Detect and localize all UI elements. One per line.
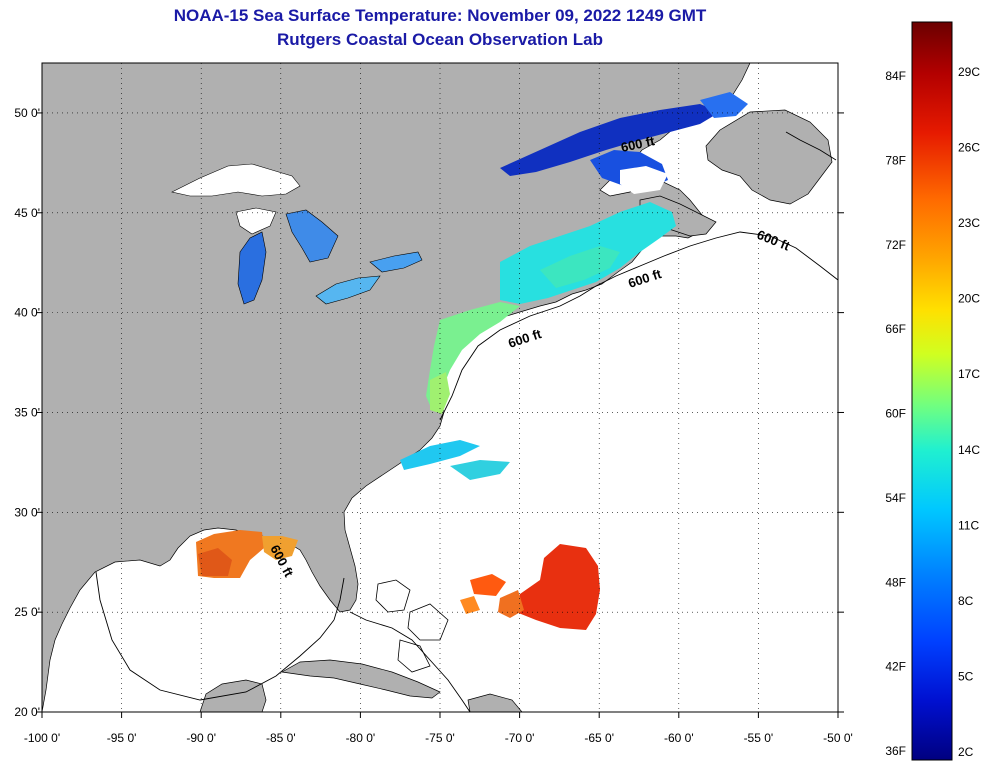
lat-tick-label: 50 0' [14,106,40,120]
lon-tick-label: -75 0' [425,731,455,745]
lon-tick-label: -95 0' [107,731,137,745]
land-cuba [280,659,441,699]
colorbar-c-label: 2C [958,745,974,759]
lat-tick-label: 40 0' [14,306,40,320]
colorbar-c-label: 29C [958,65,980,79]
sst-gulf-st-lawrence [500,92,748,194]
contour-label-4: 600 ft [620,133,657,155]
colorbar-f-label: 36F [885,744,906,758]
longitude-axis: -100 0' -95 0' -90 0' -85 0' -80 0' -75 0' -70… [24,712,853,745]
colorbar-f-label: 78F [885,153,906,167]
great-lakes [171,163,423,305]
lon-tick-label: -65 0' [584,731,614,745]
sst-shelf-waters [400,202,676,480]
lon-tick-label: -100 0' [24,731,60,745]
land-yucatan [199,679,267,712]
isobath-600ft [95,131,838,712]
grid-lines [42,63,838,712]
lon-tick-label: -60 0' [664,731,694,745]
colorbar [911,21,953,761]
colorbar-f-label: 66F [885,322,906,336]
colorbar-c-label: 5C [958,669,974,683]
lon-tick-label: -90 0' [186,731,216,745]
lon-tick-label: -85 0' [266,731,296,745]
lat-tick-label: 35 0' [14,405,40,419]
colorbar-c-label: 8C [958,594,974,608]
lon-tick-label: -50 0' [823,731,853,745]
lon-tick-label: -80 0' [346,731,376,745]
colorbar-f-label: 84F [885,69,906,83]
sst-gulf-of-mexico [196,530,298,578]
lat-tick-label: 25 0' [14,605,40,619]
lon-tick-label: -70 0' [505,731,535,745]
colorbar-f-label: 60F [885,407,906,421]
land-newfoundland [705,109,833,205]
colorbar-f-label: 72F [885,238,906,252]
colorbar-c-label: 26C [958,141,980,155]
lat-tick-label: 30 0' [14,505,40,519]
colorbar-f-label: 54F [885,491,906,505]
colorbar-c-label: 17C [958,367,980,381]
colorbar-c-label: 23C [958,216,980,230]
lon-tick-label: -55 0' [744,731,774,745]
latitude-axis: 20 0' 25 0' 30 0' 35 0' 40 0' 45 0' 50 0' [14,106,844,719]
bahamas-banks [375,579,449,673]
colorbar-c-label: 20C [958,292,980,306]
colorbar-fahrenheit-labels: 84F 78F 72F 66F 60F 54F 48F 42F 36F [885,69,906,758]
colorbar-f-label: 42F [885,660,906,674]
map-title: NOAA-15 Sea Surface Temperature: Novembe… [173,6,707,25]
lat-tick-label: 20 0' [14,705,40,719]
lat-tick-label: 45 0' [14,206,40,220]
colorbar-c-label: 14C [958,443,980,457]
colorbar-celsius-labels: 29C 26C 23C 20C 17C 14C 11C 8C 5C 2C [958,65,980,759]
land-hispaniola [467,693,523,712]
colorbar-c-label: 11C [958,518,979,532]
sst-warm-patch [460,544,600,630]
map-subtitle: Rutgers Coastal Ocean Observation Lab [277,30,603,49]
colorbar-f-label: 48F [885,575,906,589]
